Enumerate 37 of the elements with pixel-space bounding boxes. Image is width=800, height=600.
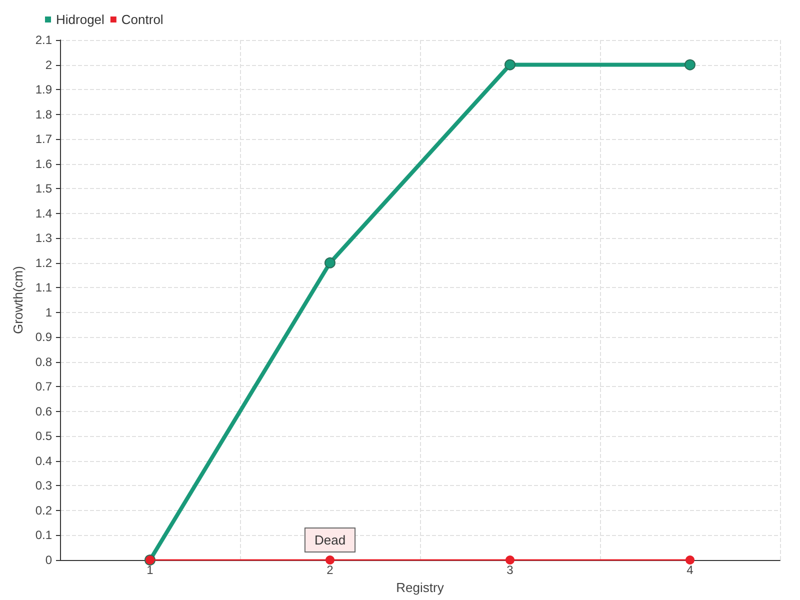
y-tick-label: 1.6 <box>35 156 52 171</box>
y-tick-label: 0.4 <box>35 454 52 468</box>
x-tick-label: 2 <box>326 563 334 577</box>
x-tick-label: 1 <box>146 563 154 577</box>
y-tick-label: 1.8 <box>35 107 52 122</box>
x-tick-label: 3 <box>506 563 514 577</box>
legend-label: Hidrogel <box>56 12 105 27</box>
y-tick-label: 0.9 <box>35 330 52 344</box>
y-tick-label: 0 <box>45 553 52 567</box>
point <box>506 556 514 564</box>
y-tick-label: 0.1 <box>35 528 52 542</box>
y-tick-label: 1 <box>45 305 52 320</box>
y-tick-label: 0.7 <box>35 380 52 394</box>
y-tick-label: 1.9 <box>35 82 52 97</box>
legend-label: Control <box>121 12 164 27</box>
x-tick-label: 4 <box>686 563 694 577</box>
point <box>684 59 696 70</box>
point <box>686 556 694 564</box>
y-tick-label: 1.3 <box>35 231 52 246</box>
y-tick-label: 1.7 <box>35 132 52 146</box>
y-tick-label: 1.4 <box>35 206 52 220</box>
y-tick-label: 1.2 <box>35 256 52 270</box>
point <box>324 257 336 268</box>
y-tick-label: 0.8 <box>35 354 52 369</box>
y-tick-label: 2.1 <box>35 33 52 47</box>
y-tick-label: 1.5 <box>35 182 52 196</box>
annotation: Dead <box>314 532 346 548</box>
y-tick-label: 0.3 <box>35 478 52 493</box>
y-tick-label: 0.6 <box>35 404 52 418</box>
y-tick-label: 1.1 <box>35 280 52 295</box>
x-axis-title: Registry <box>396 580 444 595</box>
point <box>326 556 334 564</box>
y-tick-label: 0.2 <box>35 503 52 518</box>
y-tick-label: 0.5 <box>35 429 52 444</box>
point <box>504 59 516 70</box>
y-tick-label: 2 <box>45 58 52 72</box>
y-axis-title: Growth(cm) <box>10 266 26 334</box>
